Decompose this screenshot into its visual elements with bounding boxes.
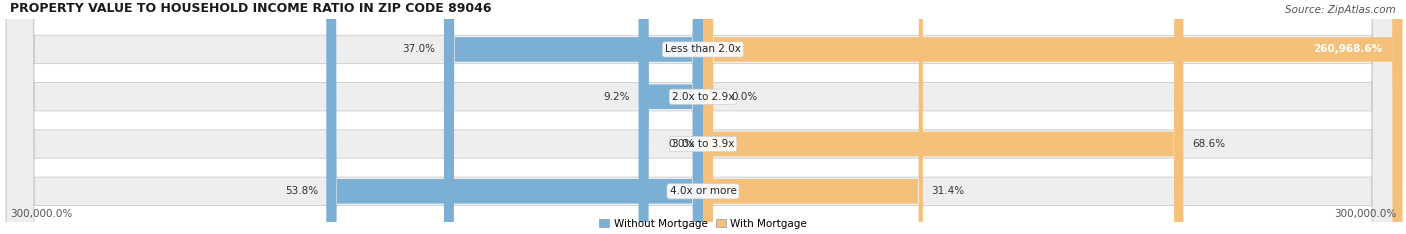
Text: 37.0%: 37.0% [402,44,436,55]
Text: 0.0%: 0.0% [731,92,758,102]
FancyBboxPatch shape [638,0,703,234]
Legend: Without Mortgage, With Mortgage: Without Mortgage, With Mortgage [595,215,811,233]
FancyBboxPatch shape [6,0,1400,234]
Text: 0.0%: 0.0% [668,139,695,149]
Text: PROPERTY VALUE TO HOUSEHOLD INCOME RATIO IN ZIP CODE 89046: PROPERTY VALUE TO HOUSEHOLD INCOME RATIO… [10,2,491,15]
Text: 260,968.6%: 260,968.6% [1313,44,1382,55]
Text: 31.4%: 31.4% [931,186,965,196]
FancyBboxPatch shape [6,0,1400,234]
Text: 3.0x to 3.9x: 3.0x to 3.9x [672,139,734,149]
Text: 300,000.0%: 300,000.0% [10,209,72,219]
Text: 9.2%: 9.2% [603,92,630,102]
Text: 300,000.0%: 300,000.0% [1334,209,1396,219]
FancyBboxPatch shape [444,0,703,234]
FancyBboxPatch shape [703,0,922,234]
FancyBboxPatch shape [6,0,1400,234]
Text: 68.6%: 68.6% [1192,139,1225,149]
Text: 53.8%: 53.8% [285,186,318,196]
Text: Source: ZipAtlas.com: Source: ZipAtlas.com [1285,5,1396,15]
FancyBboxPatch shape [6,0,1400,234]
Text: 4.0x or more: 4.0x or more [669,186,737,196]
Text: 2.0x to 2.9x: 2.0x to 2.9x [672,92,734,102]
FancyBboxPatch shape [703,0,1403,234]
FancyBboxPatch shape [703,0,1184,234]
FancyBboxPatch shape [326,0,703,234]
Text: Less than 2.0x: Less than 2.0x [665,44,741,55]
